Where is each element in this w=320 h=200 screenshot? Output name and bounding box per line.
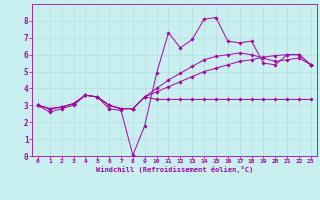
X-axis label: Windchill (Refroidissement éolien,°C): Windchill (Refroidissement éolien,°C) <box>96 166 253 173</box>
